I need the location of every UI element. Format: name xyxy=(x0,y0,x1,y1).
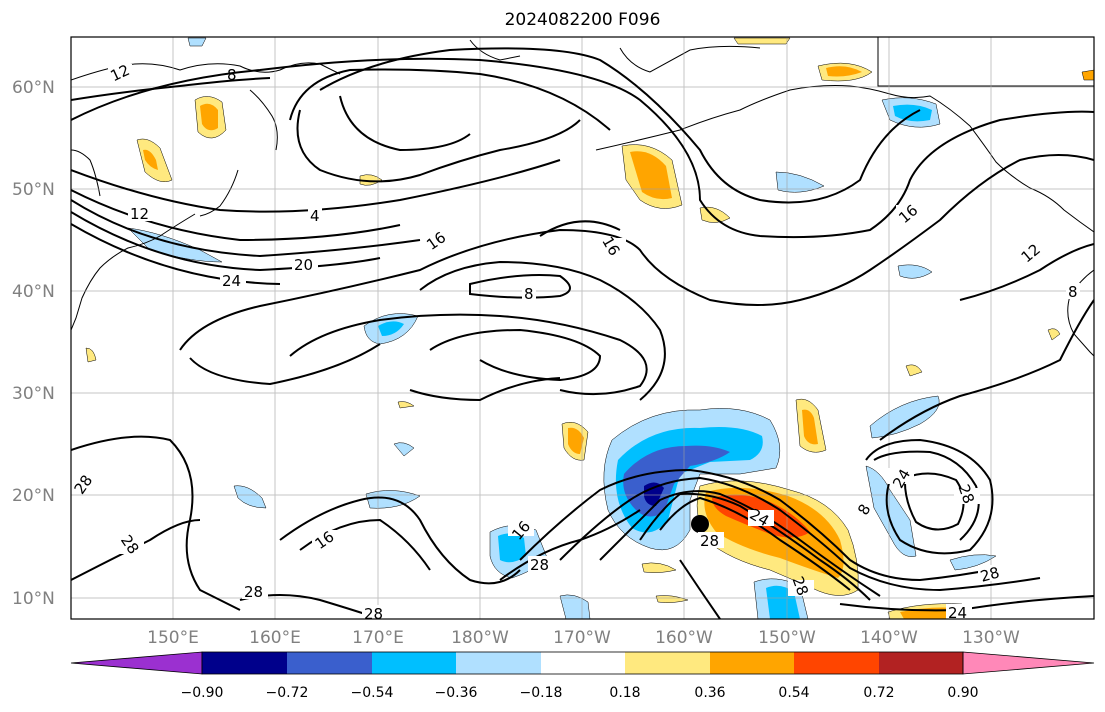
contour-label: 8 xyxy=(227,66,237,84)
colorbar-tick-label: −0.54 xyxy=(351,685,394,701)
contour-label: 12 xyxy=(130,205,149,223)
map-title: 2024082200 F096 xyxy=(504,10,661,30)
contour-label: 24 xyxy=(222,272,241,290)
lat-label: 20°N xyxy=(12,486,55,506)
lon-label: 150°W xyxy=(758,628,816,648)
lon-label: 140°W xyxy=(860,628,918,648)
lat-label: 10°N xyxy=(12,589,55,609)
colorbar-tick-label: 0.36 xyxy=(694,685,725,701)
colorbar-extend-low xyxy=(70,651,203,675)
colorbar-segment xyxy=(202,652,287,674)
contour-label: 28 xyxy=(700,532,719,550)
lon-label: 180°W xyxy=(451,628,509,648)
colorbar-tick-label: −0.72 xyxy=(266,685,309,701)
colorbar-segment xyxy=(794,652,879,674)
colorbar-segment xyxy=(879,652,963,674)
lat-label: 30°N xyxy=(12,384,55,404)
colorbar-segment xyxy=(710,652,794,674)
lat-label: 50°N xyxy=(12,180,55,200)
contour-label: 28 xyxy=(954,482,977,506)
lat-label: 40°N xyxy=(12,282,55,302)
lat-label: 60°N xyxy=(12,78,55,98)
colorbar-segment xyxy=(541,652,625,674)
latitude-labels: 60°N 50°N 40°N 30°N 20°N 10°N xyxy=(12,78,55,609)
storm-center-marker xyxy=(691,515,709,533)
contour-label: 20 xyxy=(294,256,313,274)
lon-label: 150°E xyxy=(147,628,199,648)
contour-lines xyxy=(71,47,1094,619)
contour-label: 28 xyxy=(788,574,811,598)
contour-label: 4 xyxy=(310,207,320,225)
colorbar-tick-label: −0.18 xyxy=(520,685,563,701)
lon-label: 130°W xyxy=(962,628,1020,648)
colorbar-segment xyxy=(625,652,710,674)
colorbar-segment xyxy=(456,652,541,674)
contour-label: 28 xyxy=(978,563,1001,585)
colorbar-tick-label: 0.54 xyxy=(778,685,809,701)
map-border xyxy=(70,36,1095,620)
colorbar-extend-high xyxy=(962,651,1095,675)
colorbar-tick-label: 0.18 xyxy=(609,685,640,701)
contour-label: 28 xyxy=(244,583,263,601)
lon-label: 160°E xyxy=(249,628,301,648)
contour-label: 8 xyxy=(524,285,534,303)
colorbar-tick-label: 0.90 xyxy=(947,685,978,701)
colorbar-tick-label: −0.90 xyxy=(181,685,224,701)
contour-label: 28 xyxy=(364,605,383,623)
colorbar-segment xyxy=(287,652,372,674)
colorbar-tick-label: −0.36 xyxy=(435,685,478,701)
contour-label: 8 xyxy=(1068,283,1078,301)
contour-label: 28 xyxy=(530,556,549,574)
lon-label: 160°W xyxy=(655,628,713,648)
lon-label: 170°W xyxy=(553,628,611,648)
lon-label: 170°E xyxy=(352,628,404,648)
contour-label: 24 xyxy=(948,604,967,622)
colorbar: −0.90 −0.72 −0.54 −0.36 −0.18 0.18 0.36 … xyxy=(70,651,1095,701)
longitude-labels: 150°E 160°E 170°E 180°W 170°W 160°W 150°… xyxy=(147,628,1020,648)
colorbar-tick-label: 0.72 xyxy=(863,685,894,701)
colorbar-segment xyxy=(372,652,456,674)
